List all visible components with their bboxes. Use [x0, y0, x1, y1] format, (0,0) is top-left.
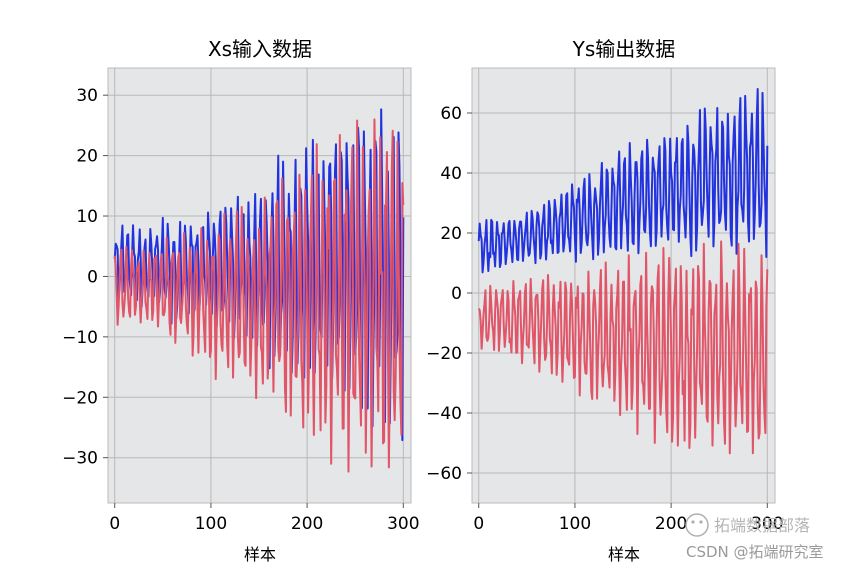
x-axis-label-right: 样本	[608, 545, 640, 564]
y-tick-label: −20	[426, 344, 462, 364]
y-tick-label: 60	[440, 104, 462, 124]
y-ticks-left: −30 −20 −10 0 10 20 30	[62, 86, 108, 469]
y-tick-label: −10	[62, 328, 98, 348]
x-tick-label: 200	[291, 514, 323, 534]
x-tick-label: 300	[387, 514, 419, 534]
y-tick-label: 0	[87, 267, 98, 287]
y-tick-label: 10	[76, 207, 98, 227]
y-tick-label: −20	[62, 388, 98, 408]
y-tick-label: −30	[62, 449, 98, 469]
wechat-icon	[685, 513, 709, 537]
x-axis-label-left: 样本	[244, 545, 276, 564]
chart-right: 0 100 200 300 −60 −40 −20 0 20 40 60 Ys输出数据 样本	[426, 37, 783, 564]
x-ticks-left: 0 100 200 300	[109, 503, 420, 534]
x-tick-label: 0	[109, 514, 120, 534]
y-tick-label: 20	[440, 224, 462, 244]
series-line-red	[113, 118, 405, 473]
y-tick-label: 0	[451, 284, 462, 304]
watermark: 拓端数据部落 CSDN @拓端研究室	[685, 513, 824, 561]
x-tick-label: 100	[559, 514, 591, 534]
chart-title-left: Xs输入数据	[208, 37, 312, 61]
x-ticks-right: 0 100 200 300	[473, 503, 784, 534]
series-line-red	[477, 240, 769, 455]
y-tick-label: 40	[440, 164, 462, 184]
x-tick-label: 300	[751, 514, 783, 534]
y-tick-label: 30	[76, 86, 98, 106]
y-ticks-right: −60 −40 −20 0 20 40 60	[426, 104, 472, 484]
watermark-secondary: CSDN @拓端研究室	[686, 543, 824, 561]
series-right	[477, 88, 769, 455]
watermark-primary: 拓端数据部落	[714, 516, 810, 535]
x-tick-label: 200	[655, 514, 687, 534]
chart-left: 0 100 200 300 −30 −20 −10 0 10 20 30 Xs输入数据 样本	[62, 37, 419, 564]
y-tick-label: −60	[426, 464, 462, 484]
y-tick-label: −40	[426, 404, 462, 424]
series-left	[113, 108, 405, 473]
y-tick-label: 20	[76, 147, 98, 167]
x-tick-label: 100	[195, 514, 227, 534]
x-tick-label: 0	[473, 514, 484, 534]
chart-title-right: Ys输出数据	[572, 37, 676, 61]
series-line-blue	[477, 88, 769, 274]
